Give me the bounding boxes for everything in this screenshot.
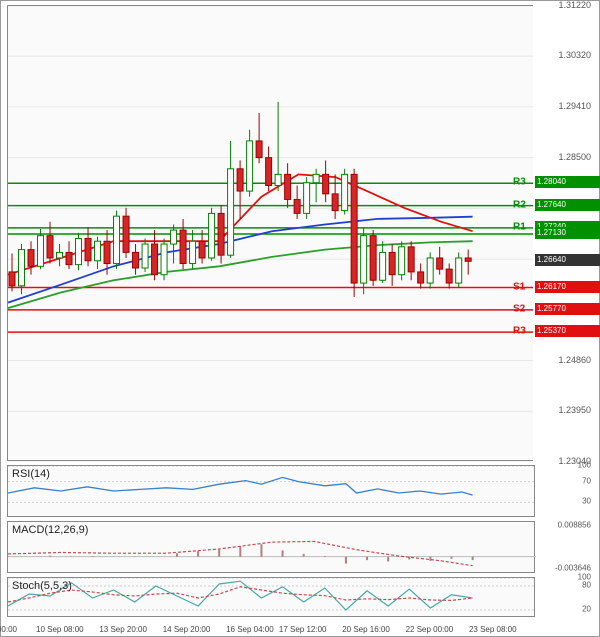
rsi-tick: 30 xyxy=(582,497,591,506)
sr-label-r2: R2 xyxy=(513,199,526,210)
sr-value: 1.26170 xyxy=(535,281,600,293)
price-ytick: 1.29410 xyxy=(558,101,591,111)
sr-label-r3: R3 xyxy=(513,326,526,337)
x-tick: 10 Sep 08:00 xyxy=(36,625,84,634)
price-svg xyxy=(8,6,536,462)
current-price-tag: 1.26640 xyxy=(535,254,600,266)
rsi-panel[interactable]: RSI(14) xyxy=(7,465,535,517)
rsi-tick: 70 xyxy=(582,476,591,485)
sr-value: 1.27130 xyxy=(535,227,600,239)
x-tick: 13 Sep 20:00 xyxy=(99,625,147,634)
macd-y-axis: 0.008856 -0.003646 xyxy=(533,521,593,573)
x-tick: 16 Sep 04:00 xyxy=(226,625,274,634)
sr-label-r1: R1 xyxy=(513,221,526,232)
price-ytick: 1.30320 xyxy=(558,50,591,60)
sr-value: 1.25770 xyxy=(535,303,600,315)
x-tick: 00:00 xyxy=(0,625,17,634)
rsi-tick: 100 xyxy=(578,461,591,470)
price-panel[interactable] xyxy=(7,5,535,461)
x-axis: 00:0010 Sep 08:0013 Sep 20:0014 Sep 20:0… xyxy=(7,620,535,636)
macd-tick: -0.003646 xyxy=(555,564,591,573)
x-tick: 22 Sep 00:00 xyxy=(406,625,454,634)
sr-value: 1.28040 xyxy=(535,176,600,188)
sr-label-s2: S2 xyxy=(513,303,525,314)
x-tick: 23 Sep 08:00 xyxy=(469,625,517,634)
macd-panel[interactable]: MACD(12,26,9) xyxy=(7,521,535,573)
stoch-label: Stoch(5,5,3) xyxy=(12,580,72,592)
stoch-panel[interactable]: Stoch(5,5,3) xyxy=(7,577,535,617)
price-ytick: 1.23950 xyxy=(558,405,591,415)
sr-value: 1.27640 xyxy=(535,199,600,211)
rsi-y-axis: 3070100 xyxy=(533,465,593,517)
price-ytick: 1.28500 xyxy=(558,152,591,162)
x-tick: 14 Sep 20:00 xyxy=(163,625,211,634)
price-ytick: 1.31220 xyxy=(558,0,591,10)
sr-label-s1: S1 xyxy=(513,281,525,292)
stoch-y-axis: 2080100 xyxy=(533,577,593,617)
x-tick: 20 Sep 16:00 xyxy=(342,625,390,634)
stoch-tick: 100 xyxy=(578,573,591,582)
sr-label-r3: R3 xyxy=(513,177,526,188)
stoch-tick: 20 xyxy=(582,605,591,614)
macd-label: MACD(12,26,9) xyxy=(12,524,88,536)
x-tick: 17 Sep 12:00 xyxy=(279,625,327,634)
chart-root: 1.230401.239501.248601.257701.266801.275… xyxy=(0,0,600,637)
stoch-svg xyxy=(8,578,536,618)
stoch-tick: 80 xyxy=(582,581,591,590)
rsi-svg xyxy=(8,466,536,518)
rsi-label: RSI(14) xyxy=(12,468,50,480)
price-ytick: 1.24860 xyxy=(558,355,591,365)
sr-value: 1.25370 xyxy=(535,325,600,337)
macd-tick: 0.008856 xyxy=(558,520,591,529)
